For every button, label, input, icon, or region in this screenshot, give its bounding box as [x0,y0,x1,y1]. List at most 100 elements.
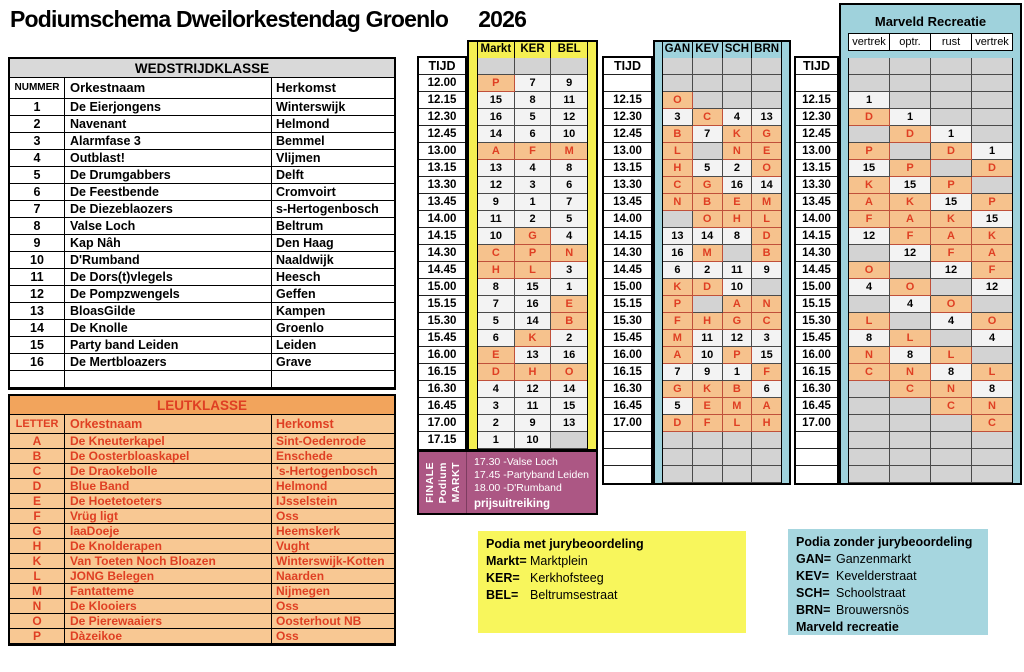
schedule-cell: P [849,143,890,160]
schedule-cell: 2 [514,211,552,228]
stage-header-cell: Markt [478,42,515,58]
schedule-cell [931,58,972,75]
klasse-row: B De Oosterbloaskapel Enschede [10,449,394,464]
tijd-cell: 14.00 [796,211,837,228]
schedule-row [663,75,781,92]
klasse-cell: De Pompzwengels [65,286,272,303]
marveld-title: Marveld Recreatie [874,14,987,29]
schedule-cell [849,58,890,75]
finale-label-word: Podium [436,461,449,504]
klasse-row: K Van Toeten Noch Bloazen Winterswijk-Kott… [10,554,394,569]
tijd-cell: 14.45 [796,262,837,279]
schedule-row: K 15 P [849,177,1012,194]
schedule-cell [752,75,781,92]
klasse-cell: Bemmel [272,133,394,150]
tijd-cell [796,449,837,466]
schedule-cell: A [478,143,515,160]
schedule-row: F A K 15 [849,211,1012,228]
schedule-row: 4 O 12 [849,279,1012,296]
schedule-cell: 14 [514,313,552,330]
schedule-cell: O [931,296,972,313]
schedule-cell: K [514,330,552,347]
tijd-cell: 12.30 [796,109,837,126]
schedule-cell: K [972,228,1012,245]
klasse-cell: Leiden [272,337,394,354]
tijd-cell: 15.00 [419,279,465,296]
legend-value: Kerkhofsteeg [530,571,604,585]
schedule-cell: 5 [663,398,693,415]
schedule-row: 1 [849,92,1012,109]
tijd-header: TIJD [419,58,465,75]
tijd-cell: 12.45 [604,126,651,143]
tijd-cell: 14.00 [604,211,651,228]
schedule-cell [849,126,890,143]
schedule-cell: K [692,381,723,398]
schedule-cell: 7 [514,75,552,92]
schedule-cell [849,75,890,92]
schedule-cell: 4 [931,313,972,330]
klasse-cell: Valse Loch [65,218,272,235]
schedule-cell: 2 [692,262,723,279]
tijd-cell [604,449,651,466]
klasse-cell: 2 [10,116,65,133]
schedule-cell: 15 [849,160,890,177]
klasse-cell: JONG Belegen [65,569,272,584]
schedule-cell: 13 [478,160,515,177]
schedule-cell: 7 [551,194,588,211]
schedule-cell [890,58,931,75]
klasse-row: 2 Navenant Helmond [10,116,394,133]
klasse-cell: D [10,479,65,494]
schedule-cell: 15 [972,211,1012,228]
tijd-column-3: TIJD 12.15 12.30 12.45 13.00 13.15 13.30 13.45 1… [794,56,839,485]
schedule-row: 14 6 10 [478,126,588,143]
schedule-cell: F [849,211,890,228]
schedule-cell: P [931,177,972,194]
tijd-cell [604,432,651,449]
schedule-cell: 8 [514,92,552,109]
schedule-cell: C [663,177,693,194]
schedule-cell: 1 [514,194,552,211]
tijd-cell: 15.00 [604,279,651,296]
tijd-cell: 13.00 [419,143,465,160]
tijd-header: TIJD [796,58,837,75]
schedule-cell: M [722,398,753,415]
klasse-cell: Fantatteme [65,584,272,599]
schedule-cell [890,262,931,279]
tijd-cell: 13.45 [796,194,837,211]
schedule-cell: L [972,364,1012,381]
schedule-cell: 4 [551,228,588,245]
schedule-cell: B [551,313,588,330]
tijd-cell [604,75,651,92]
legend-entry: BRN= Brouwersnös [796,602,980,619]
klasse-cell: L [10,569,65,584]
schedule-cell: 8 [890,347,931,364]
tijd-cell: 12.30 [604,109,651,126]
klasse-row: 9 Kap Nâh Den Haag [10,235,394,252]
schedule-cell [722,449,753,466]
schedule-cell: E [478,347,515,364]
klasse-cell: Delft [272,167,394,184]
klasse-cell: De Draokebolle [65,464,272,479]
schedule-cell [663,466,693,483]
tijd-cell [604,466,651,483]
schedule-cell: 16 [663,245,693,262]
klasse-cell [65,371,272,388]
schedule-cell: L [663,143,693,160]
schedule-cell [722,58,753,75]
schedule-cell: C [931,398,972,415]
klasse-cell: 's-Hertogenbosch [272,464,394,479]
schedule-cell: N [972,398,1012,415]
marveld-subheader-cell: vertrek [972,34,1012,50]
schedule-cell [890,92,931,109]
schedule-cell: B [692,194,723,211]
stage-body: P 7 9 15 8 11 16 5 12 14 6 10 A F M 13 4 8 12 3 6 9 1 7 11 2 5 10 G 4… [477,58,588,449]
klasse-cell: C [10,464,65,479]
schedule-cell [722,75,753,92]
schedule-row [849,58,1012,75]
schedule-cell: C [849,364,890,381]
